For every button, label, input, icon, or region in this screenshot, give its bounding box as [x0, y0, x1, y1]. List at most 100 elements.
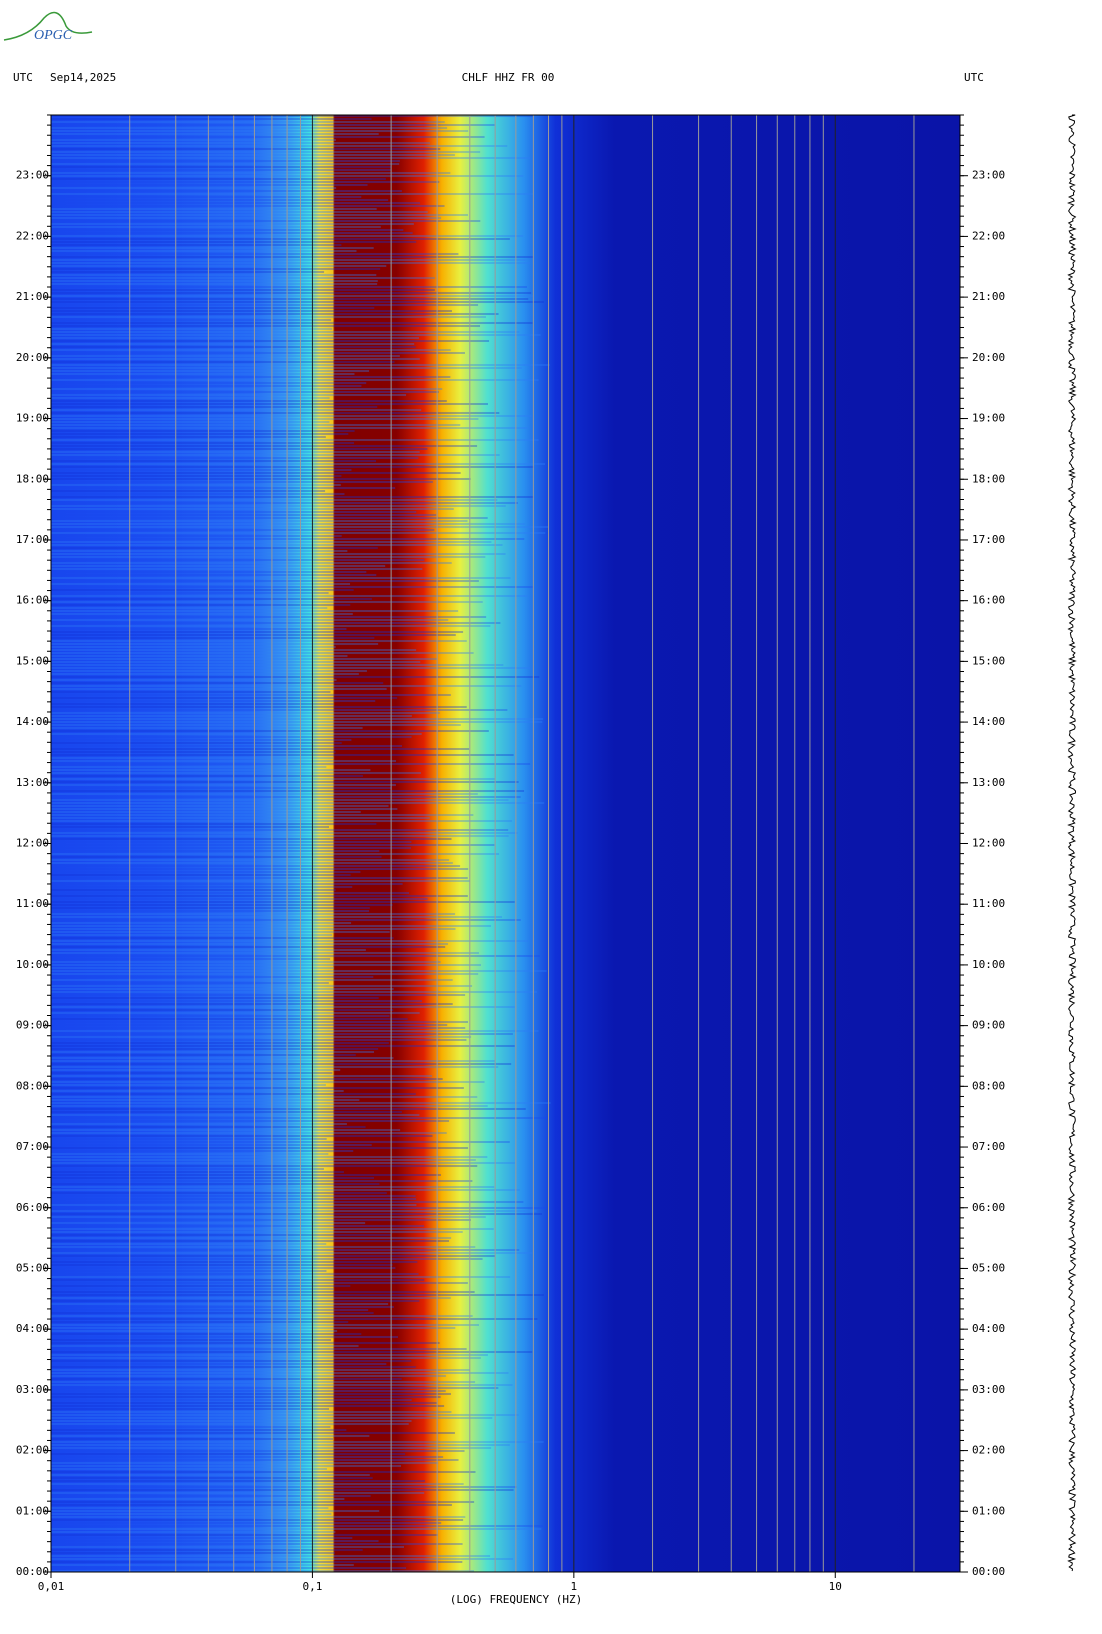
y-tick-label: 21:00 — [16, 290, 49, 303]
streak — [51, 658, 438, 660]
streak — [51, 619, 449, 621]
streak — [51, 661, 421, 663]
streak — [51, 259, 527, 261]
streak — [51, 1099, 360, 1101]
streak — [51, 1282, 468, 1284]
streak — [51, 277, 435, 279]
streak — [51, 217, 442, 219]
streak — [51, 1048, 379, 1050]
streak — [51, 337, 420, 339]
streak — [51, 193, 534, 195]
y-tick-label: 09:00 — [972, 1019, 1005, 1032]
streak — [51, 688, 387, 690]
streak — [51, 442, 355, 444]
streak — [51, 295, 534, 297]
streak — [51, 898, 428, 900]
streak — [51, 262, 530, 264]
streak — [51, 316, 486, 318]
streak — [51, 628, 347, 630]
streak — [51, 1240, 450, 1242]
streak — [51, 1030, 539, 1032]
streak — [51, 1294, 544, 1296]
streak — [51, 478, 471, 480]
streak — [51, 535, 342, 537]
streak — [51, 265, 387, 267]
streak — [51, 844, 495, 846]
streak — [51, 748, 470, 750]
y-tick-label: 13:00 — [16, 776, 49, 789]
x-tick-label: 0,1 — [302, 1580, 322, 1593]
streak — [51, 433, 349, 435]
logo-text: OPGC — [34, 28, 73, 43]
streak — [51, 958, 331, 960]
streak — [51, 1264, 393, 1266]
x-tick-label: 0,01 — [38, 1580, 65, 1593]
streak — [51, 1477, 373, 1479]
streak — [51, 1492, 425, 1494]
streak — [51, 397, 330, 399]
streak — [51, 646, 336, 648]
streak — [51, 880, 471, 882]
streak — [51, 565, 386, 567]
y-tick-label: 03:00 — [972, 1383, 1005, 1396]
streak — [51, 463, 546, 465]
streak — [51, 1078, 443, 1080]
streak — [51, 835, 509, 837]
streak — [51, 532, 546, 534]
streak — [51, 190, 402, 192]
streak — [51, 814, 474, 816]
y-tick-label: 17:00 — [972, 533, 1005, 546]
y-tick-label: 17:00 — [16, 533, 49, 546]
streak — [51, 796, 521, 798]
streak — [51, 634, 456, 636]
y-tick-label: 11:00 — [16, 897, 49, 910]
streak — [51, 145, 508, 147]
streak — [51, 199, 389, 201]
streak — [51, 1543, 463, 1545]
streak — [51, 1051, 375, 1053]
streak — [51, 1291, 475, 1293]
streak — [51, 643, 379, 645]
streak — [51, 187, 337, 189]
streak — [51, 340, 490, 342]
streak — [51, 544, 503, 546]
streak — [51, 667, 531, 669]
streak — [51, 178, 386, 180]
streak — [51, 1381, 476, 1383]
streak — [51, 1348, 467, 1350]
y-tick-label: 07:00 — [16, 1140, 49, 1153]
streak — [51, 1330, 338, 1332]
streak — [51, 1165, 478, 1167]
streak — [51, 256, 534, 258]
streak — [51, 1084, 326, 1086]
streak — [51, 820, 513, 822]
streak — [51, 931, 390, 933]
streak — [51, 385, 362, 387]
streak — [51, 1339, 332, 1341]
streak — [51, 475, 342, 477]
y-tick-label: 14:00 — [16, 715, 49, 728]
streak — [51, 1108, 526, 1110]
streak — [51, 1312, 374, 1314]
y-tick-label: 07:00 — [972, 1140, 1005, 1153]
streak — [51, 1498, 345, 1500]
y-tick-label: 12:00 — [16, 837, 49, 850]
streak — [51, 379, 539, 381]
streak — [51, 1402, 437, 1404]
streak — [51, 823, 377, 825]
y-tick-label: 08:00 — [972, 1079, 1005, 1092]
streak — [51, 586, 533, 588]
streak — [51, 1414, 519, 1416]
streak — [51, 538, 525, 540]
streak — [51, 484, 341, 486]
streak — [51, 589, 354, 591]
streak — [51, 727, 363, 729]
streak — [51, 841, 412, 843]
streak — [51, 1153, 329, 1155]
streak — [51, 349, 451, 351]
streak — [51, 805, 389, 807]
streak — [51, 274, 377, 276]
streak — [51, 1123, 347, 1125]
streak — [51, 907, 370, 909]
streak — [51, 457, 419, 459]
